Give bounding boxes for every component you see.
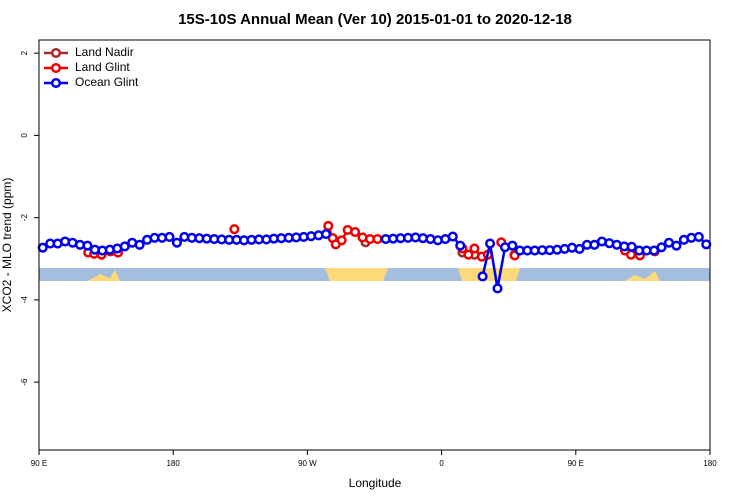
y-axis-label: XCO2 - MLO trend (ppm): [0, 178, 14, 313]
data-point: [477, 271, 488, 282]
y-tick-label: 2: [20, 50, 29, 55]
data-point: [492, 283, 503, 294]
data-point: [693, 231, 704, 243]
x-tick-label: 180: [167, 459, 181, 468]
x-tick-label: 0: [439, 459, 444, 468]
data-point: [336, 235, 347, 246]
x-tick-label: 90 W: [298, 459, 317, 468]
data-point: [350, 226, 361, 238]
y-tick-label: -4: [20, 296, 29, 304]
data-point: [134, 239, 145, 250]
plot-frame: [38, 39, 711, 451]
data-point: [625, 249, 637, 260]
land-ocean-strip: [39, 268, 710, 281]
x-axis-label: Longitude: [349, 476, 402, 490]
data-point: [372, 233, 383, 245]
data-point: [164, 231, 175, 243]
data-point: [626, 241, 637, 252]
legend-marker: [50, 47, 62, 59]
data-point: [171, 237, 182, 248]
y-tick-label: 0: [20, 133, 29, 138]
legend-label: Land Nadir: [75, 45, 134, 59]
data-point: [485, 238, 496, 249]
data-point: [320, 229, 332, 240]
data-point: [671, 240, 682, 251]
data-point: [574, 243, 585, 254]
x-tick-label: 90 E: [568, 459, 584, 468]
x-tick-label: 180: [703, 459, 717, 468]
legend-label: Land Glint: [75, 60, 130, 74]
legend-label: Ocean Glint: [75, 75, 139, 89]
data-point: [229, 224, 240, 235]
x-tick-label: 90 E: [31, 459, 47, 468]
y-tick-label: -6: [20, 378, 29, 386]
data-point: [701, 239, 712, 250]
y-tick-label: -2: [20, 214, 29, 222]
data-point: [447, 231, 458, 242]
data-point: [656, 242, 667, 253]
data-point: [455, 240, 466, 251]
data-point: [82, 240, 93, 251]
data-point: [463, 249, 474, 260]
legend-marker: [50, 77, 62, 89]
data-point: [507, 240, 518, 251]
chart-title: 15S-10S Annual Mean (Ver 10) 2015-01-01 …: [178, 11, 572, 28]
data-point: [469, 243, 480, 254]
data-point: [323, 220, 334, 231]
legend-marker: [50, 62, 62, 74]
data-point: [119, 241, 130, 252]
